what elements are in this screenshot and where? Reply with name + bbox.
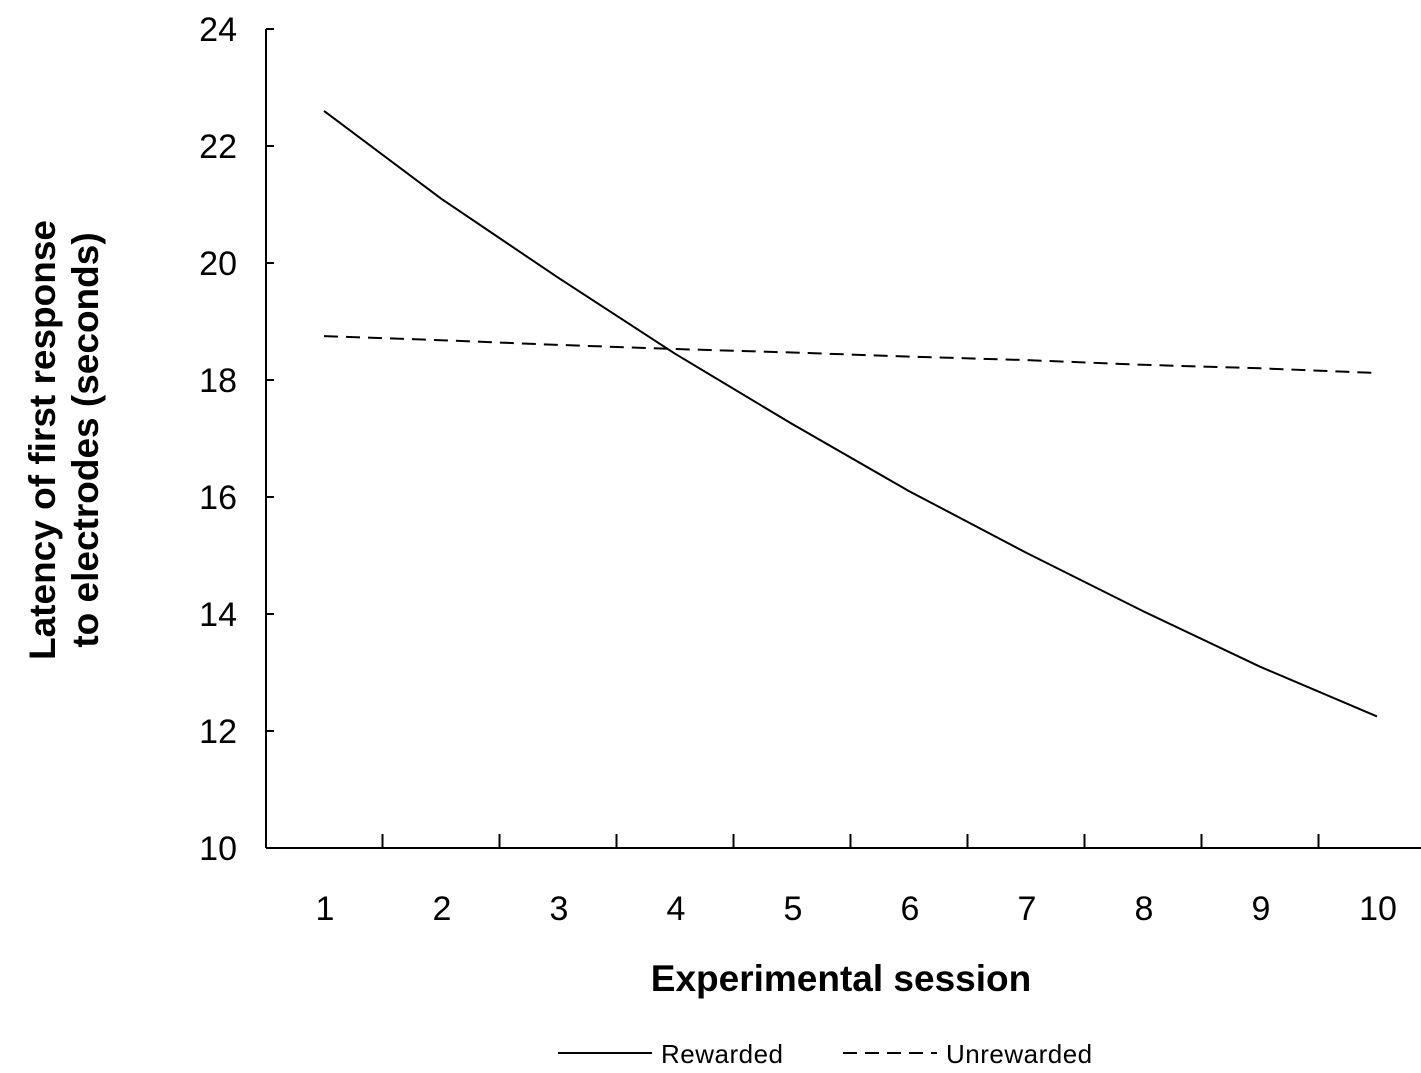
y-axis-title: Latency of first response to electrodes … (22, 220, 106, 660)
x-tick-label: 3 (550, 890, 569, 928)
y-axis-title-line-2: to electrodes (seconds) (65, 232, 106, 647)
legend: Rewarded Unrewarded (558, 1039, 1093, 1069)
x-tick-label: 8 (1135, 890, 1154, 928)
x-tick-label: 2 (433, 890, 452, 928)
series-line-unrewarded (323, 335, 1378, 374)
y-tick-label: 12 (199, 713, 237, 751)
x-tick-label: 7 (1018, 890, 1037, 928)
legend-label-unrewarded: Unrewarded (946, 1039, 1093, 1069)
x-tick-label: 5 (784, 890, 803, 928)
legend-label-rewarded: Rewarded (661, 1039, 784, 1069)
y-tick-label: 16 (199, 479, 237, 517)
y-tick-label: 20 (199, 245, 237, 283)
series-lines (323, 110, 1378, 718)
y-tick-label: 24 (199, 11, 237, 49)
y-axis-title-line-1: Latency of first response (22, 220, 63, 660)
y-tick-label: 10 (199, 830, 237, 868)
x-tick-label: 6 (901, 890, 920, 928)
x-tick-label: 10 (1359, 890, 1397, 928)
x-tick-label: 1 (316, 890, 335, 928)
x-tick-label: 4 (667, 890, 686, 928)
x-axis-title: Experimental session (651, 958, 1031, 999)
series-line-rewarded (323, 110, 1378, 718)
y-tick-label: 14 (199, 596, 237, 634)
y-tick-label: 18 (199, 362, 237, 400)
x-tick-label: 9 (1252, 890, 1271, 928)
y-tick-label: 22 (199, 128, 237, 166)
